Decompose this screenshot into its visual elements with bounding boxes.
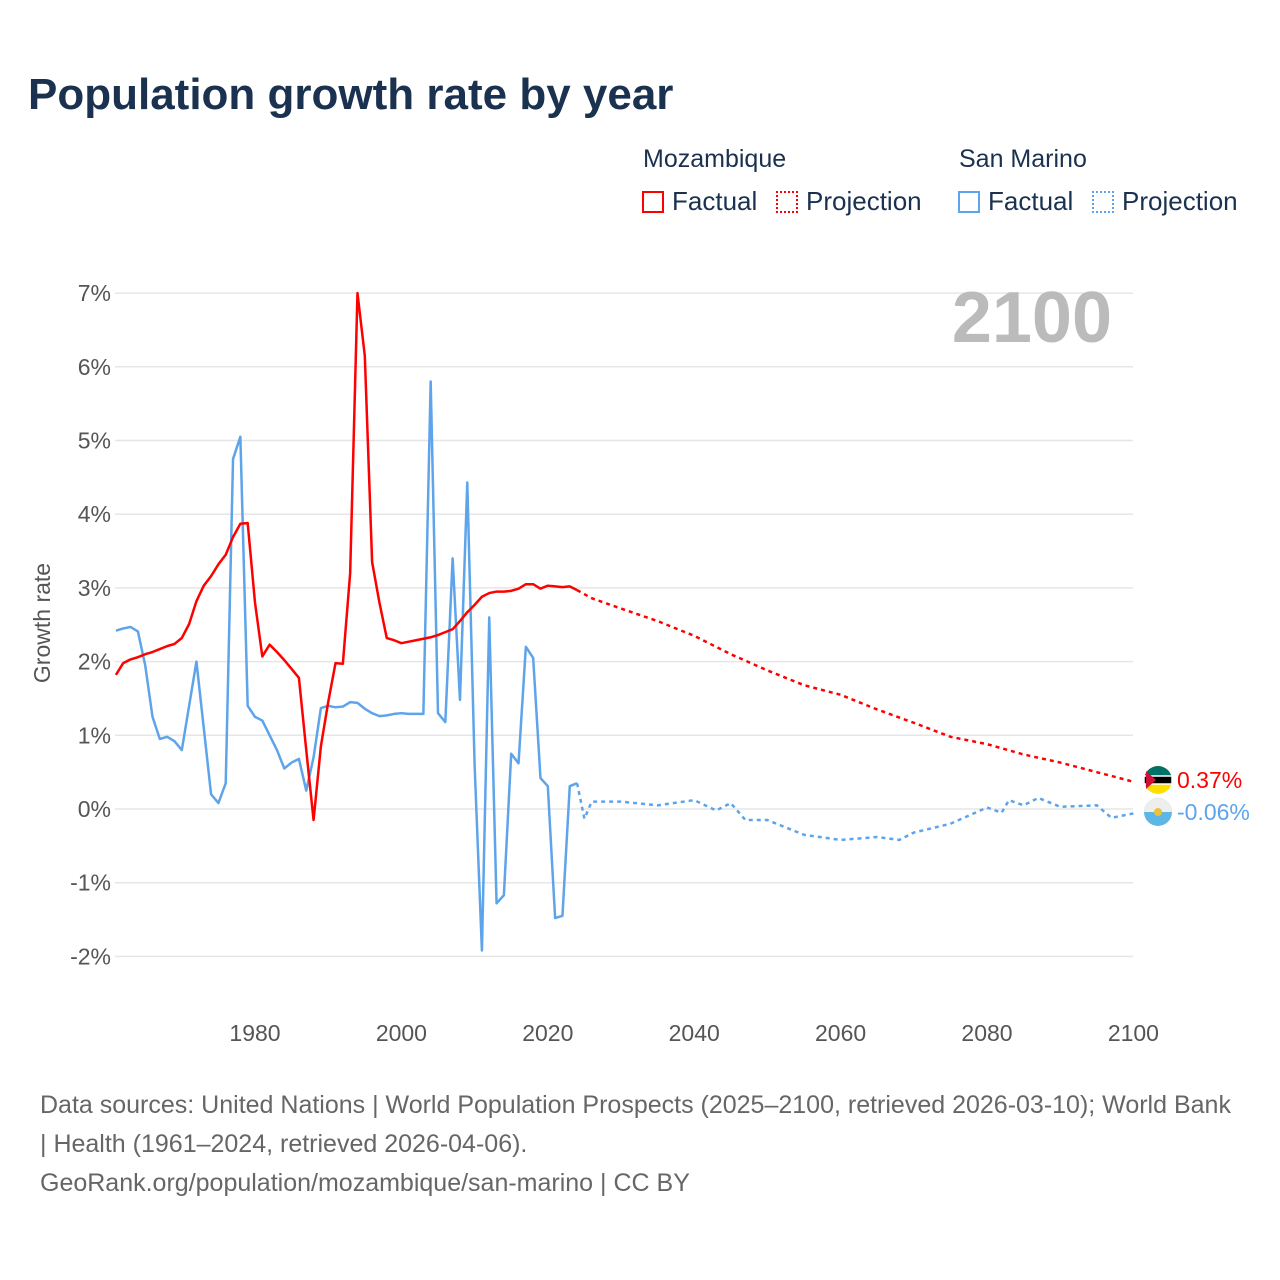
legend-label: Projection: [1122, 186, 1238, 216]
y-axis-label: Growth rate: [29, 563, 55, 683]
legend-san-marino-projection[interactable]: Projection: [1092, 186, 1238, 217]
y-tick-label: 5%: [78, 428, 111, 454]
dotted-swatch-icon: [1092, 190, 1114, 213]
legend-label: Projection: [806, 186, 922, 216]
chart-title: Population growth rate by year: [28, 70, 674, 119]
legend-label: Factual: [988, 186, 1074, 216]
legend-mozambique-projection[interactable]: Projection: [776, 186, 922, 217]
legend-group-mozambique: Mozambique: [643, 145, 787, 173]
mozambique-projection-line: [576, 589, 1134, 783]
solid-swatch-icon: [958, 190, 980, 213]
x-tick-label: 2040: [669, 1020, 720, 1046]
data-sources: Data sources: United Nations | World Pop…: [40, 1091, 1231, 1158]
san-marino-flag-icon: [1144, 798, 1172, 826]
legend-label: Factual: [672, 186, 758, 216]
year-watermark: 2100: [952, 278, 1112, 358]
dotted-swatch-icon: [776, 190, 798, 213]
flag-part: [1143, 775, 1173, 785]
flag-part: [1154, 808, 1162, 816]
legend-group-san-marino: San Marino: [959, 145, 1087, 173]
x-tick-label: 2020: [522, 1020, 573, 1046]
x-tick-label: 1980: [229, 1020, 280, 1046]
x-tick-label: 2060: [815, 1020, 866, 1046]
y-tick-label: -1%: [70, 870, 111, 896]
mozambique-end-value: 0.37%: [1177, 767, 1242, 793]
y-tick-label: 4%: [78, 501, 111, 527]
x-tick-label: 2080: [961, 1020, 1012, 1046]
legend-san-marino-factual[interactable]: Factual: [958, 186, 1073, 217]
plot-area: -2% -1% 0% 1% 2% 3% 4% 5% 6% 7% 1980 2000 2020 2040 20…: [29, 278, 1250, 1046]
flag-part: [1144, 798, 1172, 812]
source-link[interactable]: GeoRank.org/population/mozambique/san-ma…: [40, 1169, 690, 1197]
y-tick-label: 3%: [78, 575, 111, 601]
y-tick-label: 1%: [78, 722, 111, 748]
flag-part: [1146, 771, 1156, 789]
mozambique-flag-icon: [1143, 766, 1173, 794]
footer: Data sources: United Nations | World Pop…: [40, 1086, 1240, 1203]
legend-mozambique-factual[interactable]: Factual: [642, 186, 757, 217]
x-tick-label: 2100: [1108, 1020, 1159, 1046]
san-marino-factual-line: [115, 380, 578, 952]
y-tick-label: 0%: [78, 796, 111, 822]
y-tick-label: -2%: [70, 943, 111, 969]
y-tick-label: 6%: [78, 354, 111, 380]
y-tick-label: 7%: [78, 280, 111, 306]
x-tick-label: 2000: [376, 1020, 427, 1046]
y-tick-label: 2%: [78, 649, 111, 675]
san-marino-projection-line: [575, 782, 1134, 842]
mozambique-factual-line: [114, 291, 578, 822]
san-marino-end-value: -0.06%: [1177, 799, 1250, 825]
solid-swatch-icon: [642, 190, 664, 213]
